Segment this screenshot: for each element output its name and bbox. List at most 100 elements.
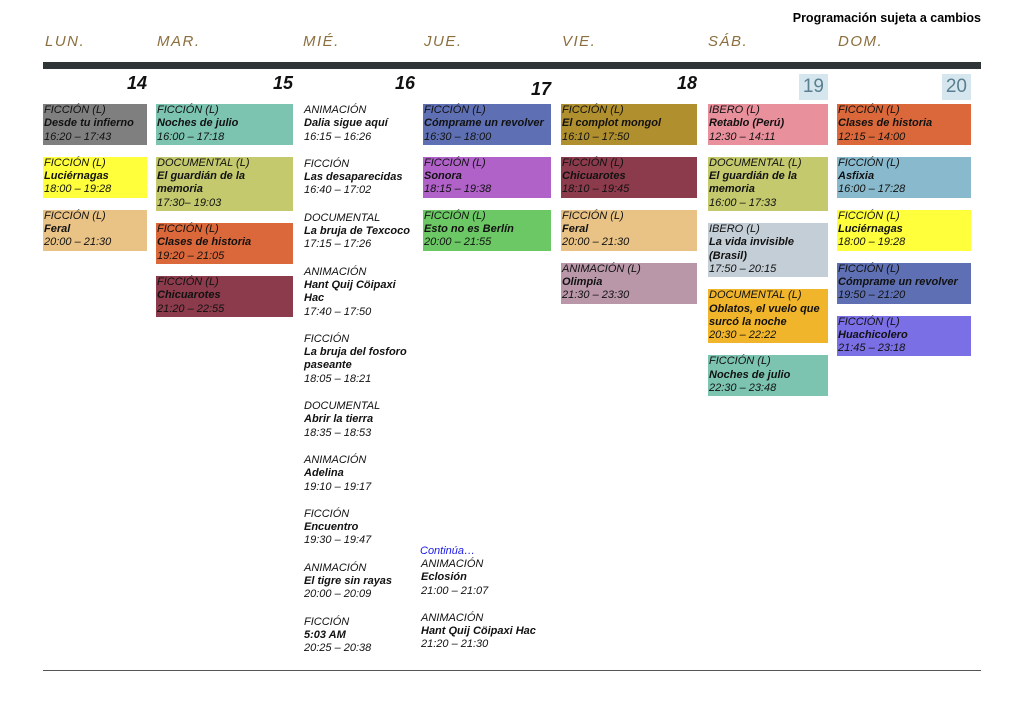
program-time: 18:05 – 18:21 [304, 372, 372, 385]
program-item: FICCIÓN (L) Asfixia 16:00 – 17:28 [837, 156, 971, 198]
program-title: La vida invisible (Brasil) [709, 236, 794, 262]
day-number: 14 [126, 73, 147, 93]
program-item: FICCIÓN (L) Clases de historia 12:15 – 14:… [837, 104, 971, 145]
program-category: FICCIÓN (L) [157, 104, 219, 116]
program-time: 19:10 – 19:17 [304, 480, 372, 493]
program-category: FICCIÓN (L) [838, 262, 900, 275]
program-time: 20:30 – 22:22 [709, 329, 777, 342]
program-item: FICCIÓN (L) Noches de julio 22:30 – 23:48 [708, 355, 828, 397]
program-item: FICCIÓN (L) Noches de julio 16:00 – 17:18 [156, 104, 293, 145]
program-time: 16:30 – 18:00 [424, 130, 492, 143]
program-time: 20:00 – 21:30 [44, 236, 112, 249]
day-name: JUE. [424, 33, 463, 50]
program-time: 18:00 – 19:28 [44, 183, 112, 196]
program-time: 21:20 – 22:55 [157, 302, 225, 315]
program-item: FICCIÓN (L) El complot mongol 16:10 – 17:5… [561, 104, 697, 145]
program-category: ANIMACIÓN [421, 558, 484, 570]
program-item: FICCIÓN (L) Cómprame un revolver 19:50 – 2… [837, 262, 971, 304]
program-title: Desde tu infierno [44, 117, 134, 130]
program-time: 16:20 – 17:43 [44, 130, 112, 143]
program-category: FICCIÓN (L) [709, 355, 771, 368]
day-number: 16 [394, 73, 415, 93]
program-title: Cómprame un revolver [838, 275, 958, 288]
program-title: Noches de julio [709, 368, 791, 381]
program-item: FICCIÓN Encuentro 19:30 – 19:47 [303, 508, 413, 549]
schedule-note: Programación sujeta a cambios [792, 11, 981, 25]
program-title: Huachicolero [838, 328, 908, 341]
program-title: Las desaparecidas [304, 171, 403, 184]
program-title: La bruja del fosforo paseante [304, 346, 407, 372]
program-time: 16:00 – 17:18 [157, 130, 225, 143]
program-time: 16:00 – 17:28 [838, 183, 906, 196]
program-category: DOCUMENTAL (L) [157, 156, 250, 169]
program-title: La bruja de Texcoco [304, 225, 410, 238]
program-title: Sonora [424, 170, 462, 183]
program-title: Chicuarotes [157, 289, 221, 302]
program-title: El complot mongol [562, 117, 661, 130]
program-time: 16:00 – 17:33 [709, 196, 777, 209]
program-item: FICCIÓN (L) Cómprame un revolver 16:30 – 1… [423, 104, 551, 145]
program-item: ANIMACIÓN Eclosión 21:00 – 21:07 [420, 558, 555, 599]
bottom-divider [43, 670, 981, 671]
program-category: FICCIÓN (L) [562, 209, 624, 222]
program-time: 20:25 – 20:38 [304, 642, 372, 655]
continued-list: ANIMACIÓN Eclosión 21:00 – 21:07 ANIMACIÓN H… [420, 558, 555, 653]
program-category: FICCIÓN (L) [44, 209, 106, 222]
program-category: FICCIÓN [304, 615, 350, 628]
program-category: IBERO (L) [709, 104, 760, 116]
program-title: Abrir la tierra [304, 413, 374, 426]
program-title: Olimpia [562, 275, 603, 288]
program-title: Hant Quij Cöipaxi Hac [421, 625, 536, 638]
day-name: MIÉ. [303, 33, 340, 50]
program-time: 12:15 – 14:00 [838, 130, 906, 143]
program-item: FICCIÓN Las desaparecidas 16:40 – 17:02 [303, 158, 413, 199]
program-title: El tigre sin rayas [304, 575, 393, 588]
program-item: FICCIÓN (L) Chicuarotes 18:10 – 19:45 [561, 156, 697, 198]
program-time: 19:30 – 19:47 [304, 534, 372, 547]
header-bar [43, 62, 981, 69]
program-item: DOCUMENTAL (L) Oblatos, el vuelo que surc… [708, 289, 828, 344]
program-item: FICCIÓN La bruja del fosforo paseante 18:0… [303, 333, 413, 387]
program-item: FICCIÓN 5:03 AM 20:25 – 20:38 [303, 616, 413, 657]
program-time: 17:15 – 17:26 [304, 238, 372, 251]
day-name: SÁB. [708, 33, 749, 50]
program-category: ANIMACIÓN [304, 265, 367, 278]
program-time: 18:00 – 19:28 [838, 236, 906, 249]
program-category: ANIMACIÓN [304, 453, 367, 466]
program-item: ANIMACIÓN (L) Olimpia 21:30 – 23:30 [561, 262, 697, 304]
program-item: FICCIÓN (L) Esto no es Berlín 20:00 – 21:5… [423, 209, 551, 251]
program-title: Hant Quij Cöipaxi Hac [304, 278, 396, 305]
program-title: Luciérnagas [44, 170, 109, 183]
day-number: 17 [530, 79, 551, 99]
program-item: FICCIÓN (L) Feral 20:00 – 21:30 [561, 209, 697, 251]
program-item: FICCIÓN (L) Chicuarotes 21:20 – 22:55 [156, 275, 293, 317]
program-category: FICCIÓN (L) [157, 223, 219, 236]
program-title: Feral [562, 223, 589, 236]
program-category: FICCIÓN (L) [838, 104, 900, 116]
program-item: ANIMACIÓN Adelina 19:10 – 19:17 [303, 454, 413, 495]
program-category: DOCUMENTAL (L) [709, 156, 802, 169]
day-column: FICCIÓN (L) Desde tu infierno 16:20 – 17:4… [43, 104, 147, 263]
program-category: FICCIÓN (L) [424, 209, 486, 222]
day-name: LUN. [45, 33, 86, 50]
program-item: FICCIÓN (L) Huachicolero 21:45 – 23:18 [837, 315, 971, 357]
day-column: FICCIÓN (L) El complot mongol 16:10 – 17:5… [561, 104, 697, 316]
program-category: FICCIÓN (L) [838, 315, 900, 328]
program-category: FICCIÓN (L) [157, 275, 219, 288]
continued-label: Continúa… [420, 545, 476, 557]
day-column: FICCIÓN (L) Cómprame un revolver 16:30 – 1… [423, 104, 551, 263]
program-time: 21:20 – 21:30 [421, 638, 489, 651]
program-time: 16:10 – 17:50 [562, 130, 630, 143]
program-item: IBERO (L) Retablo (Perú) 12:30 – 14:11 [708, 104, 828, 145]
program-item: FICCIÓN (L) Luciérnagas 18:00 – 19:28 [43, 156, 147, 198]
program-category: FICCIÓN (L) [44, 156, 106, 169]
program-category: FICCIÓN (L) [562, 156, 624, 169]
program-item: DOCUMENTAL La bruja de Texcoco 17:15 – 17:… [303, 212, 413, 253]
program-category: ANIMACIÓN [304, 104, 367, 116]
program-title: Eclosión [421, 571, 467, 584]
program-time: 21:30 – 23:30 [562, 289, 630, 302]
program-category: FICCIÓN (L) [44, 104, 106, 116]
program-title: Dalia sigue aquí [304, 117, 388, 130]
program-item: DOCUMENTAL (L) El guardián de la memoria 1… [708, 156, 828, 212]
program-time: 18:35 – 18:53 [304, 426, 372, 439]
